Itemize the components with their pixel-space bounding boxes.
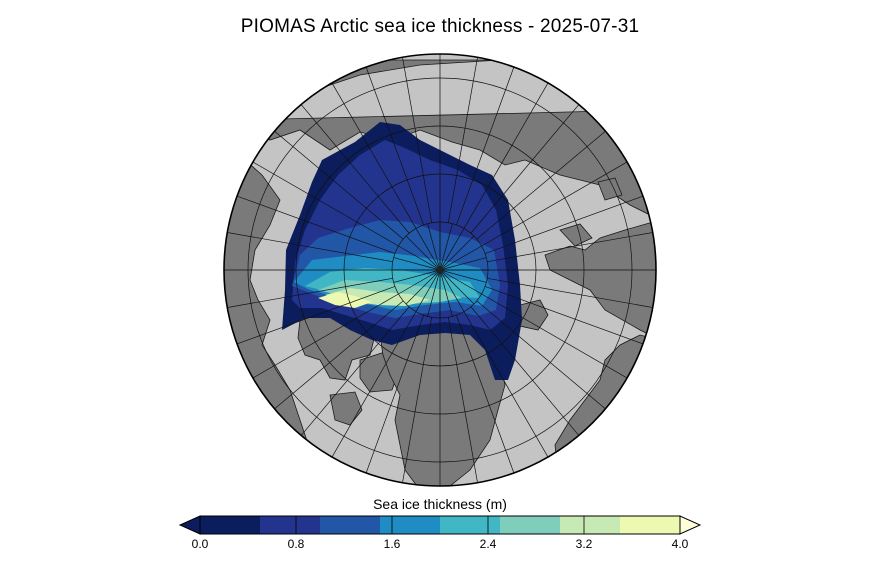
meridian-line-inner [439,269,453,317]
meridian-line-inner [439,245,482,271]
meridian-line [470,306,589,447]
colorbar-bin [200,516,260,534]
colorbar-bin [380,516,440,534]
meridian-line [456,54,519,226]
map-boundary [223,53,657,487]
meridian-line-inner [439,269,475,305]
meridian-line [324,70,417,229]
meridian-line [399,317,433,486]
meridian-line-inner [439,269,465,312]
colorbar-tick-label: 0.8 [287,537,305,551]
meridian-line [224,229,393,263]
meridian-line [481,293,640,386]
colorbar-bin [620,516,680,534]
colorbar-under-arrow [178,515,201,535]
colorbar-bin [260,516,320,534]
colorbar-tick-label: 3.2 [575,537,593,551]
colorbar-bin [500,516,560,534]
meridian-line [240,154,399,247]
meridian-line-inner [439,235,475,271]
meridian-line [470,93,589,234]
meridian-line [361,314,424,486]
meridian-line [224,286,396,349]
meridian-line [456,314,519,486]
meridian-line [484,286,656,349]
meridian-line [291,93,410,234]
colorbar-tick-label: 2.4 [479,537,497,551]
meridian-line [463,70,556,229]
meridian-line-inner [439,223,453,271]
meridian-line-inner [439,228,465,271]
meridian-line [263,121,404,240]
meridian-line [476,121,617,240]
meridian-line-inner [427,223,441,271]
meridian-line [361,54,424,226]
meridian-line [324,311,417,470]
meridian-line [476,300,617,419]
meridian-line [484,191,656,254]
colorbar-tick-label: 0.0 [191,537,209,551]
colorbar-tick-label: 1.6 [383,537,401,551]
meridian-line [224,277,393,311]
meridian-line [399,54,433,223]
map-title: PIOMAS Arctic sea ice thickness - 2025-0… [240,16,640,37]
meridian-line-inner [405,269,441,305]
colorbar-bin [320,516,380,534]
meridian-line-inner [415,269,441,312]
sea-ice [282,122,522,380]
colorbar-tick-label: 4.0 [671,537,689,551]
colorbar-bin [560,516,620,534]
meridian-line [224,191,396,254]
meridian-line [447,317,481,486]
meridian-line [263,300,404,419]
meridian-line-inner [427,269,441,317]
north-pole-marker [437,267,443,273]
colorbar-over-arrow [679,515,702,535]
meridian-line-inner [439,257,487,271]
meridian-line-inner [398,269,441,295]
colorbar [178,515,702,535]
meridian-line-inner [439,269,487,283]
graticule-meridians [224,54,656,486]
meridian-line-inner [405,235,441,271]
colorbar-label: Sea ice thickness (m) [373,496,507,512]
meridian-line [487,277,656,311]
meridian-line [481,154,640,247]
colorbar-bin [440,516,500,534]
meridian-line [291,306,410,447]
meridian-line-inner [393,269,441,283]
meridian-line [447,54,481,223]
meridian-line-inner [393,257,441,271]
ice-band-7 [318,292,372,308]
meridian-line-inner [415,228,441,271]
meridian-line [487,229,656,263]
meridian-line-inner [398,245,441,271]
meridian-line [463,311,556,470]
meridian-line-inner [439,269,482,295]
meridian-line [240,293,399,386]
